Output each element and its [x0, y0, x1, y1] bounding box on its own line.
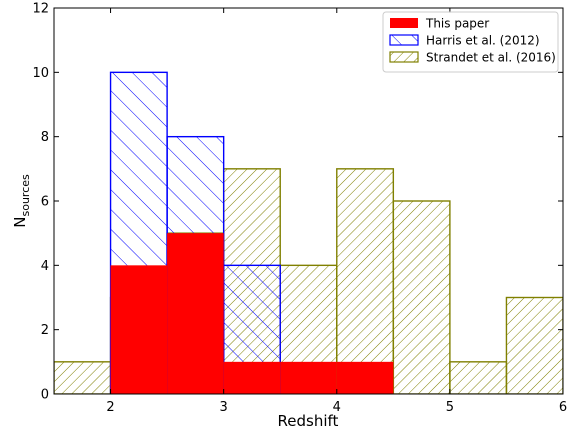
legend-label-this-paper: This paper — [425, 17, 489, 31]
legend-swatch-harris-et-al-2012 — [389, 34, 419, 46]
legend: This paper Harris et al. (2012) Strandet e… — [382, 11, 559, 73]
x-tick-label: 4 — [333, 400, 341, 415]
x-tick-label: 5 — [446, 400, 454, 415]
plot-area — [54, 71, 563, 394]
x-axis-title: Redshift — [278, 412, 339, 430]
bar-this-paper-0 — [110, 265, 168, 394]
series-this-paper — [110, 233, 394, 394]
y-tick-label: 12 — [32, 2, 49, 17]
legend-swatch-strandet-et-al-2016 — [389, 51, 419, 63]
y-axis-title-main: N — [11, 217, 29, 228]
y-axis-title-subscript: sources — [19, 174, 32, 217]
y-axis-title: Nsources — [11, 174, 32, 228]
y-tick-label: 2 — [41, 323, 49, 338]
legend-frame — [382, 11, 559, 73]
bar-strandet-et-al-2016-7 — [449, 361, 508, 394]
bar-strandet-et-al-2016-5 — [336, 168, 395, 394]
bar-this-paper-3 — [280, 361, 337, 394]
y-tick-label: 8 — [41, 130, 49, 145]
y-tick-label: 6 — [41, 195, 49, 210]
legend-label-harris-et-al-2012: Harris et al. (2012) — [426, 34, 540, 48]
x-axis: 2 3 4 5 6 — [106, 8, 567, 415]
x-tick-label: 2 — [106, 400, 114, 415]
y-tick-label: 0 — [41, 388, 49, 403]
y-tick-label: 10 — [32, 66, 49, 81]
bar-strandet-et-al-2016-0 — [54, 361, 112, 394]
legend-items: This paper Harris et al. (2012) Strandet e… — [389, 17, 556, 65]
bar-this-paper-1 — [167, 233, 224, 394]
y-axis: 0 2 4 6 8 10 12 — [32, 2, 563, 403]
bar-strandet-et-al-2016-6 — [392, 200, 451, 394]
bar-this-paper-4 — [336, 361, 394, 394]
bar-strandet-et-al-2016-8 — [505, 296, 563, 394]
bar-this-paper-2 — [223, 361, 281, 394]
legend-swatch-this-paper — [390, 18, 418, 28]
y-tick-label: 4 — [41, 259, 49, 274]
x-tick-label: 6 — [559, 400, 567, 415]
x-tick-label: 3 — [220, 400, 228, 415]
legend-label-strandet-et-al-2016: Strandet et al. (2016) — [426, 51, 556, 65]
